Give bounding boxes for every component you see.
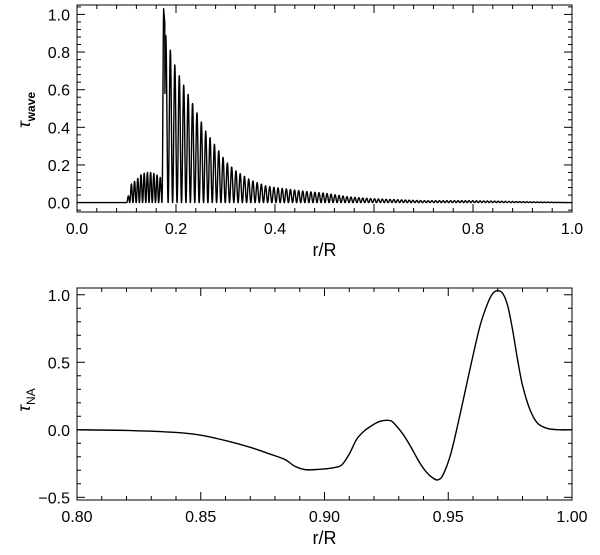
series-line xyxy=(76,8,573,204)
y-tick-label: 0.2 xyxy=(48,158,70,175)
x-tick-label: 1.00 xyxy=(556,509,587,526)
y-tick-label: 0.5 xyxy=(48,355,70,372)
y-tick-label: 0.0 xyxy=(48,196,70,213)
x-tick-label: 0.95 xyxy=(433,509,464,526)
x-axis-label: r/R xyxy=(313,240,337,260)
series-line xyxy=(76,290,573,481)
x-tick-label: 0.90 xyxy=(309,509,340,526)
plot-frame xyxy=(76,4,573,213)
x-tick-label: 0.85 xyxy=(185,509,216,526)
x-tick-label: 0.6 xyxy=(363,221,385,238)
x-tick-label: 0.4 xyxy=(264,221,286,238)
bottom-panel-tau-na: 0.80 0.85 0.90 0.95 1.00 −0.5 0.0 0.5 1.0 r/R τNA xyxy=(14,287,588,548)
y-tick-label: 1.0 xyxy=(48,7,70,24)
y-tick-label: 0.8 xyxy=(48,45,70,62)
x-tick-label: 0.8 xyxy=(462,221,484,238)
top-panel-tau-wave: 0.0 0.2 0.4 0.6 0.8 1.0 0.0 0.2 0.4 0.6 0.8 1.0 r/R τ… xyxy=(14,4,583,260)
plot-frame xyxy=(76,287,573,501)
y-tick-label: 1.0 xyxy=(48,288,70,305)
x-axis-label: r/R xyxy=(313,528,337,548)
y-tick-label: −0.5 xyxy=(38,490,70,507)
y-tick-label: 0.4 xyxy=(48,120,70,137)
x-tick-label: 0.2 xyxy=(165,221,187,238)
x-tick-label: 1.0 xyxy=(561,221,583,238)
y-axis-label: τNA xyxy=(14,388,38,411)
y-axis-label: τwave xyxy=(14,92,38,128)
y-tick-label: 0.6 xyxy=(48,83,70,100)
x-tick-label: 0.80 xyxy=(61,509,92,526)
x-tick-label: 0.0 xyxy=(66,221,88,238)
y-tick-label: 0.0 xyxy=(48,423,70,440)
